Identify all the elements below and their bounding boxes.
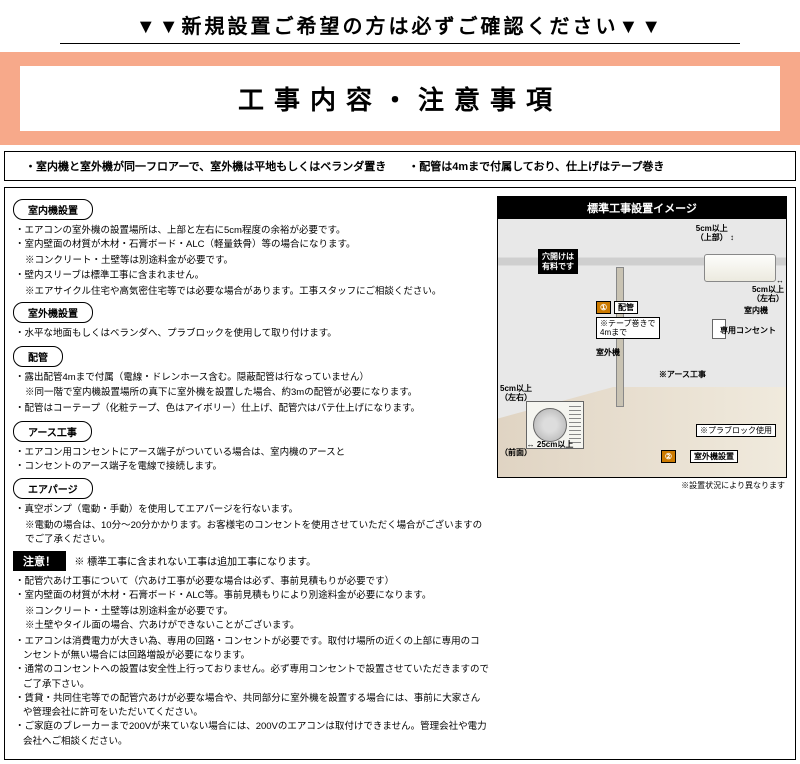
divider xyxy=(60,43,740,44)
callout-outdoor-num: ② xyxy=(661,450,676,463)
list-item: 室内壁面の材質が木材・石膏ボード・ALC等。事前見積もりにより別途料金が必要にな… xyxy=(23,589,489,603)
diagram-box: 標準工事設置イメージ 穴開けは 有料です 5cm以上 （上部） ↕ ↔5cm以上… xyxy=(497,196,787,478)
callout-piping-title: 配管 xyxy=(614,301,638,314)
right-column: 標準工事設置イメージ 穴開けは 有料です 5cm以上 （上部） ↕ ↔5cm以上… xyxy=(497,196,787,751)
list-item: 壁内スリーブは標準工事に含まれません。 xyxy=(23,269,489,283)
list-item: エアコンの室外機の設置場所は、上部と左右に5cm程度の余裕が必要です。 xyxy=(23,224,489,238)
list-item: 配管穴あけ工事について（穴あけ工事が必要な場合は必ず、事前見積もりが必要です） xyxy=(23,575,489,589)
dim-top: 5cm以上 （上部） ↕ xyxy=(696,225,734,243)
note: ※同一階で室内機設置場所の真下に室外機を設置した場合、約3mの配管が必要になりま… xyxy=(13,386,489,400)
dim-right-text: 5cm以上 （左右） xyxy=(752,285,784,303)
callout-piping-sub: ※テープ巻きで 4mまで xyxy=(596,317,660,339)
warning-headline: ※ 標準工事に含まれない工事は追加工事になります。 xyxy=(74,557,316,568)
note: ※エアサイクル住宅や高気密住宅等では必要な場合があります。工事スタッフにご相談く… xyxy=(13,285,489,299)
diagram-body: 穴開けは 有料です 5cm以上 （上部） ↕ ↔5cm以上 （左右） 室内機 ①… xyxy=(498,219,786,477)
callout-piping-num: ① xyxy=(596,301,611,314)
top-notice: ▼▼新規設置ご希望の方は必ずご確認ください▼▼ xyxy=(0,0,800,43)
list-item: 真空ポンプ（電動・手動）を使用してエアパージを行ないます。 xyxy=(23,503,489,517)
banner-title: 工事内容・注意事項 xyxy=(20,66,780,131)
indoor-bullets-2: 壁内スリーブは標準工事に含まれません。 xyxy=(13,267,489,285)
list-item: ご家庭のブレーカーまで200Vが来ていない場合には、200Vのエアコンは取付けで… xyxy=(23,720,489,749)
warning-label: 注意！ xyxy=(13,551,66,571)
list-item: 通常のコンセントへの設置は安全性上行っておりません。必ず専用コンセントで設置させ… xyxy=(23,663,489,692)
note: ※電動の場合は、10分〜20分かかります。お客様宅のコンセントを使用させていただ… xyxy=(13,519,489,547)
earth-bullets: エアコン用コンセントにアース端子がついている場合は、室内機のアースと コンセント… xyxy=(13,444,489,476)
hole-badge: 穴開けは 有料です xyxy=(538,249,578,274)
list-item: 露出配管4mまで付属（電線・ドレンホース含む。隠蔽配管は行なっていません） xyxy=(23,371,489,385)
list-item: 配管はコーテープ（化粧テープ、色はアイボリー）仕上げ、配管穴はパテ仕上げになりま… xyxy=(23,402,489,416)
label-indoor: 室内機 xyxy=(744,307,768,316)
indoor-unit-icon xyxy=(704,254,776,282)
condition-summary: ・室内機と室外機が同一フロアーで、室外機は平地もしくはベランダ置き ・配管は4m… xyxy=(4,151,796,181)
dim-out-front-text: 25cm以上 （前面） xyxy=(500,440,573,458)
tab-piping: 配管 xyxy=(13,346,63,367)
tab-earth: アース工事 xyxy=(13,421,92,442)
warning-row: 注意！ ※ 標準工事に含まれない工事は追加工事になります。 xyxy=(13,551,489,571)
tab-outdoor: 室外機設置 xyxy=(13,302,93,323)
airpurge-bullets: 真空ポンプ（電動・手動）を使用してエアパージを行ないます。 xyxy=(13,501,489,519)
piping-bullets-2: 配管はコーテープ（化粧テープ、色はアイボリー）仕上げ、配管穴はパテ仕上げになりま… xyxy=(13,400,489,418)
list-item: 室内壁面の材質が木材・石膏ボード・ALC（軽量鉄骨）等の場合になります。 xyxy=(23,238,489,252)
label-block: ※プラブロック使用 xyxy=(696,424,776,437)
dim-out-side: 5cm以上 （左右） xyxy=(500,385,532,403)
label-earth: ※アース工事 xyxy=(659,371,706,380)
label-outdoor-left: 室外機 xyxy=(596,349,620,358)
warning-group1: 配管穴あけ工事について（穴あけ工事が必要な場合は必ず、事前見積もりが必要です） … xyxy=(13,573,489,606)
diagram-footnote: ※設置状況により異なります xyxy=(497,478,787,491)
dim-top-text: 5cm以上 （上部） xyxy=(696,224,728,242)
diagram-title: 標準工事設置イメージ xyxy=(498,197,786,219)
list-item: エアコン用コンセントにアース端子がついている場合は、室内機のアースと xyxy=(23,446,489,460)
list-item: エアコンは消費電力が大きい為、専用の回路・コンセントが必要です。取付け場所の近く… xyxy=(23,635,489,664)
main-box: 室内機設置 エアコンの室外機の設置場所は、上部と左右に5cm程度の余裕が必要です… xyxy=(4,187,796,760)
tab-airpurge: エアパージ xyxy=(13,478,93,499)
callout-outdoor-title: 室外機設置 xyxy=(690,450,738,463)
label-outlet: 専用コンセント xyxy=(720,327,776,336)
banner: 工事内容・注意事項 xyxy=(0,52,800,145)
left-column: 室内機設置 エアコンの室外機の設置場所は、上部と左右に5cm程度の余裕が必要です… xyxy=(13,196,489,751)
hole-badge-l1: 穴開けは xyxy=(542,252,574,261)
tab-indoor: 室内機設置 xyxy=(13,199,93,220)
list-item: 賃貸・共同住宅等での配管穴あけが必要な場合や、共同部分に室外機を設置する場合には… xyxy=(23,692,489,721)
list-item: 水平な地面もしくはベランダへ、プラブロックを使用して取り付けます。 xyxy=(23,327,489,341)
indoor-bullets: エアコンの室外機の設置場所は、上部と左右に5cm程度の余裕が必要です。 室内壁面… xyxy=(13,222,489,254)
hole-badge-l2: 有料です xyxy=(542,262,574,271)
warning-group2: エアコンは消費電力が大きい為、専用の回路・コンセントが必要です。取付け場所の近く… xyxy=(13,633,489,751)
note: ※コンクリート・土壁等は別途料金が必要です。 xyxy=(13,605,489,619)
piping-bullets: 露出配管4mまで付属（電線・ドレンホース含む。隠蔽配管は行なっていません） xyxy=(13,369,489,387)
list-item: コンセントのアース端子を電線で接続します。 xyxy=(23,460,489,474)
note: ※土壁やタイル面の場合、穴あけができないことがございます。 xyxy=(13,619,489,633)
note: ※コンクリート・土壁等は別途料金が必要です。 xyxy=(13,254,489,268)
outdoor-bullets: 水平な地面もしくはベランダへ、プラブロックを使用して取り付けます。 xyxy=(13,325,489,343)
dim-out-front: ↔ 25cm以上 （前面） xyxy=(500,432,573,467)
